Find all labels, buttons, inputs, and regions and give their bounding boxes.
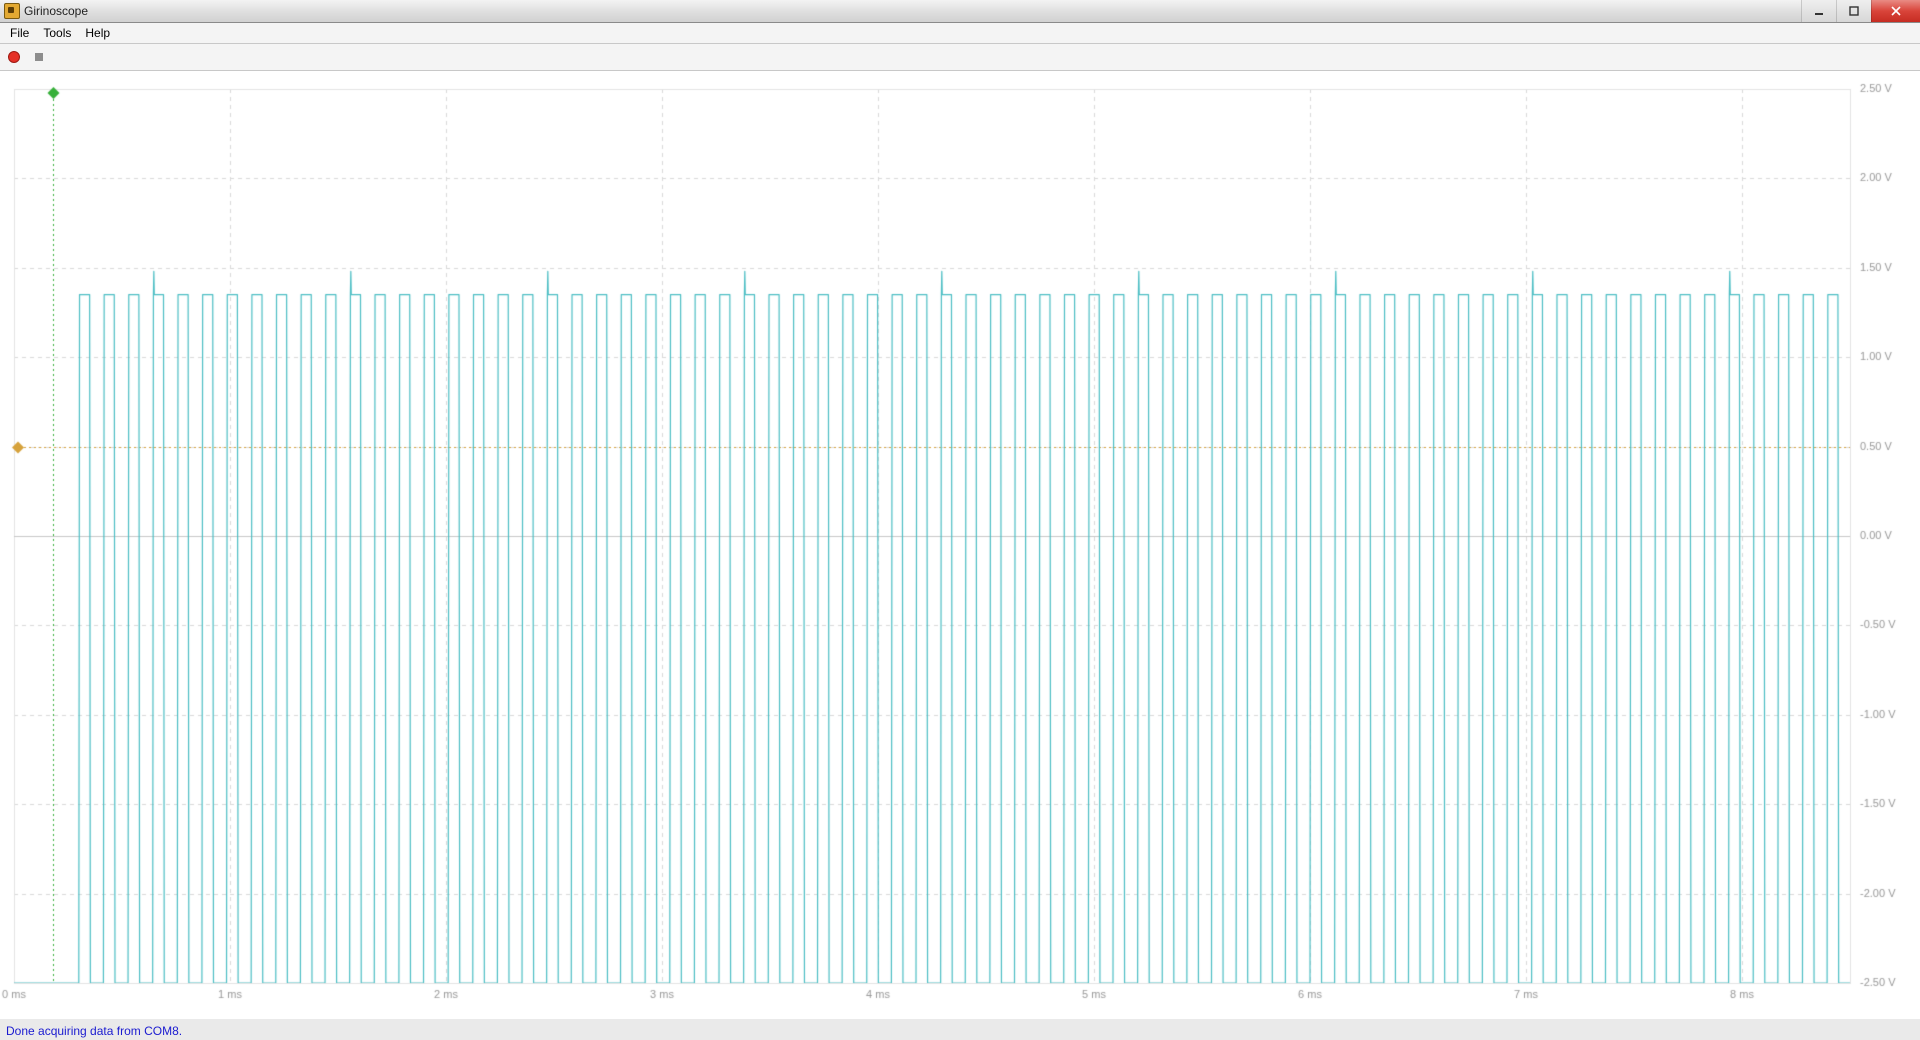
app-icon: [4, 3, 20, 19]
stop-button[interactable]: [28, 46, 50, 68]
status-bar: Done acquiring data from COM8.: [0, 1019, 1920, 1040]
toolbar: [0, 44, 1920, 71]
close-icon: [1890, 5, 1902, 17]
minimize-icon: [1814, 6, 1824, 16]
stop-icon: [35, 53, 43, 61]
menu-tools[interactable]: Tools: [37, 24, 77, 42]
scope-workspace: [0, 71, 1920, 1019]
menu-bar: File Tools Help: [0, 23, 1920, 44]
minimize-button[interactable]: [1801, 0, 1836, 22]
menu-help[interactable]: Help: [79, 24, 116, 42]
close-button[interactable]: [1871, 0, 1920, 22]
window-buttons: [1801, 0, 1920, 22]
record-icon: [8, 51, 20, 63]
maximize-button[interactable]: [1836, 0, 1871, 22]
status-text: Done acquiring data from COM8.: [6, 1024, 182, 1038]
scope-canvas[interactable]: [0, 71, 1920, 1019]
record-button[interactable]: [3, 46, 25, 68]
window-titlebar: Girinoscope: [0, 0, 1920, 23]
maximize-icon: [1849, 6, 1859, 16]
window-title: Girinoscope: [24, 4, 88, 18]
menu-file[interactable]: File: [4, 24, 35, 42]
